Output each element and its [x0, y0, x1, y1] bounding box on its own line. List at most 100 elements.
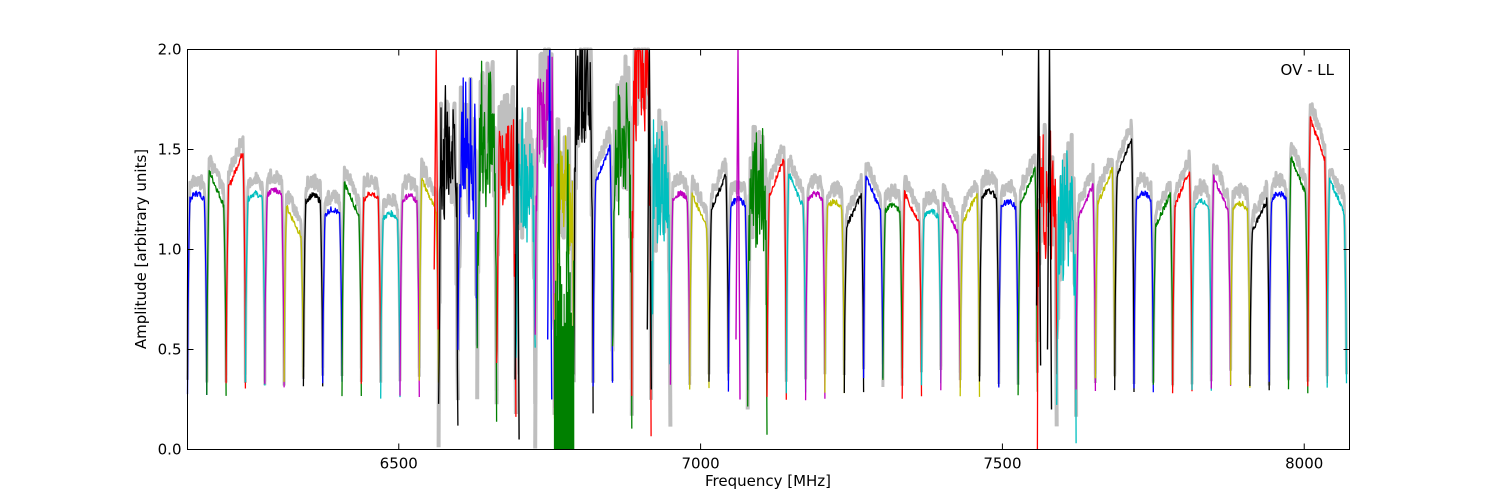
background-band-line [784, 154, 808, 380]
background-band-line [823, 180, 846, 376]
background-band-line [379, 193, 402, 383]
background-band-line [1132, 171, 1155, 385]
background-band-line [997, 179, 1020, 385]
band-line-3 [225, 153, 247, 389]
band-line-40 [940, 201, 961, 391]
band-line-26 [669, 190, 691, 385]
background-band-line [862, 161, 885, 370]
background-band-line [707, 157, 730, 375]
background-band-line [920, 188, 943, 367]
background-band-line [205, 154, 228, 383]
axis-ticks: 6500 7000 7500 8000 0.0 0.5 1.0 1.5 2.0 [158, 41, 1350, 473]
background-band-line [224, 135, 247, 383]
y-tick-label: 1.5 [158, 141, 182, 159]
band-line-47 [1075, 183, 1097, 392]
band-line-55 [1229, 200, 1251, 388]
band-line-49 [1114, 138, 1135, 393]
band-line-8 [322, 206, 343, 384]
background-band-line [243, 171, 267, 386]
band-line-10 [360, 191, 382, 384]
band-line-52 [1171, 171, 1193, 394]
background-band-line [688, 174, 711, 377]
background-band-line [186, 174, 209, 381]
band-line-51 [1152, 192, 1174, 387]
band-line-38 [901, 190, 923, 399]
background-band-line [668, 170, 692, 385]
y-tick-label: 1.0 [158, 241, 182, 259]
background-band-line [1287, 141, 1310, 382]
band-line-28 [708, 173, 730, 382]
x-tick-label: 7000 [681, 455, 719, 473]
x-axis-label: Frequency [MHz] [705, 472, 831, 490]
band-line-36 [862, 175, 884, 379]
band-line-50 [1133, 190, 1154, 393]
band-line-5 [264, 187, 285, 388]
band-line-25 [650, 119, 672, 368]
background-band-line [1248, 179, 1271, 376]
band-line-16 [476, 60, 498, 422]
background-band-line [900, 174, 923, 373]
x-tick-label: 7500 [983, 455, 1021, 473]
x-tick-label: 6500 [380, 455, 418, 473]
band-line-12 [399, 193, 420, 398]
band-line-56 [1249, 197, 1270, 391]
band-line-6 [283, 205, 305, 382]
y-axis-label: Amplitude [arbitrary units] [132, 149, 150, 349]
band-line-41 [959, 193, 981, 397]
background-band-line [842, 173, 866, 367]
rfi-noise-block [553, 251, 575, 450]
background-band-line [939, 183, 962, 373]
band-line-37 [882, 202, 903, 380]
background-band-line [1190, 178, 1213, 385]
band-line-57 [1268, 190, 1290, 382]
background-band-line [610, 54, 634, 380]
background-band-line [359, 172, 383, 383]
band-line-17 [495, 119, 517, 417]
band-line-60 [1326, 177, 1348, 388]
band-line-15 [457, 77, 478, 350]
y-tick-label: 0.0 [158, 441, 182, 459]
background-band-line [340, 165, 363, 369]
band-line-21 [573, 48, 594, 414]
y-tick-label: 0.5 [158, 341, 182, 359]
background-band-line [1306, 102, 1329, 378]
background-band-line [591, 126, 614, 382]
band-line-22 [592, 144, 614, 387]
band-line-39 [920, 208, 942, 386]
background-band-line [881, 183, 904, 388]
band-line-32 [785, 173, 807, 394]
background-band-line [726, 180, 750, 376]
background-band-line [282, 190, 305, 386]
band-line-4 [244, 190, 266, 386]
background-band-line [398, 173, 421, 382]
band-line-9 [341, 181, 362, 397]
band-line-24 [631, 48, 652, 437]
y-tick-label: 2.0 [158, 41, 182, 59]
background-band-line [1171, 149, 1194, 382]
background-band-line [1074, 162, 1097, 384]
band-line-54 [1210, 174, 1232, 389]
background-band-line [978, 169, 1001, 375]
background-band-line [321, 189, 344, 377]
background-band-line [1113, 118, 1136, 378]
band-line-31 [766, 158, 787, 400]
band-line-42 [978, 188, 1000, 387]
background-band-line [1267, 170, 1290, 386]
background-band-line [1209, 163, 1233, 375]
band-line-30 [747, 127, 768, 435]
band-line-53 [1191, 198, 1212, 391]
band-line-59 [1307, 116, 1328, 387]
band-line-11 [380, 210, 401, 399]
band-line-44 [1017, 166, 1039, 396]
band-line-19 [534, 55, 556, 408]
background-band-line [1093, 157, 1117, 375]
band-line-2 [206, 169, 227, 396]
band-line-48 [1094, 166, 1116, 379]
band-line-14 [437, 85, 459, 426]
spike-7 [735, 49, 741, 400]
background-band-line [745, 124, 769, 410]
band-series [186, 48, 1348, 450]
background-band-line [1016, 153, 1039, 379]
band-line-34 [824, 198, 845, 394]
